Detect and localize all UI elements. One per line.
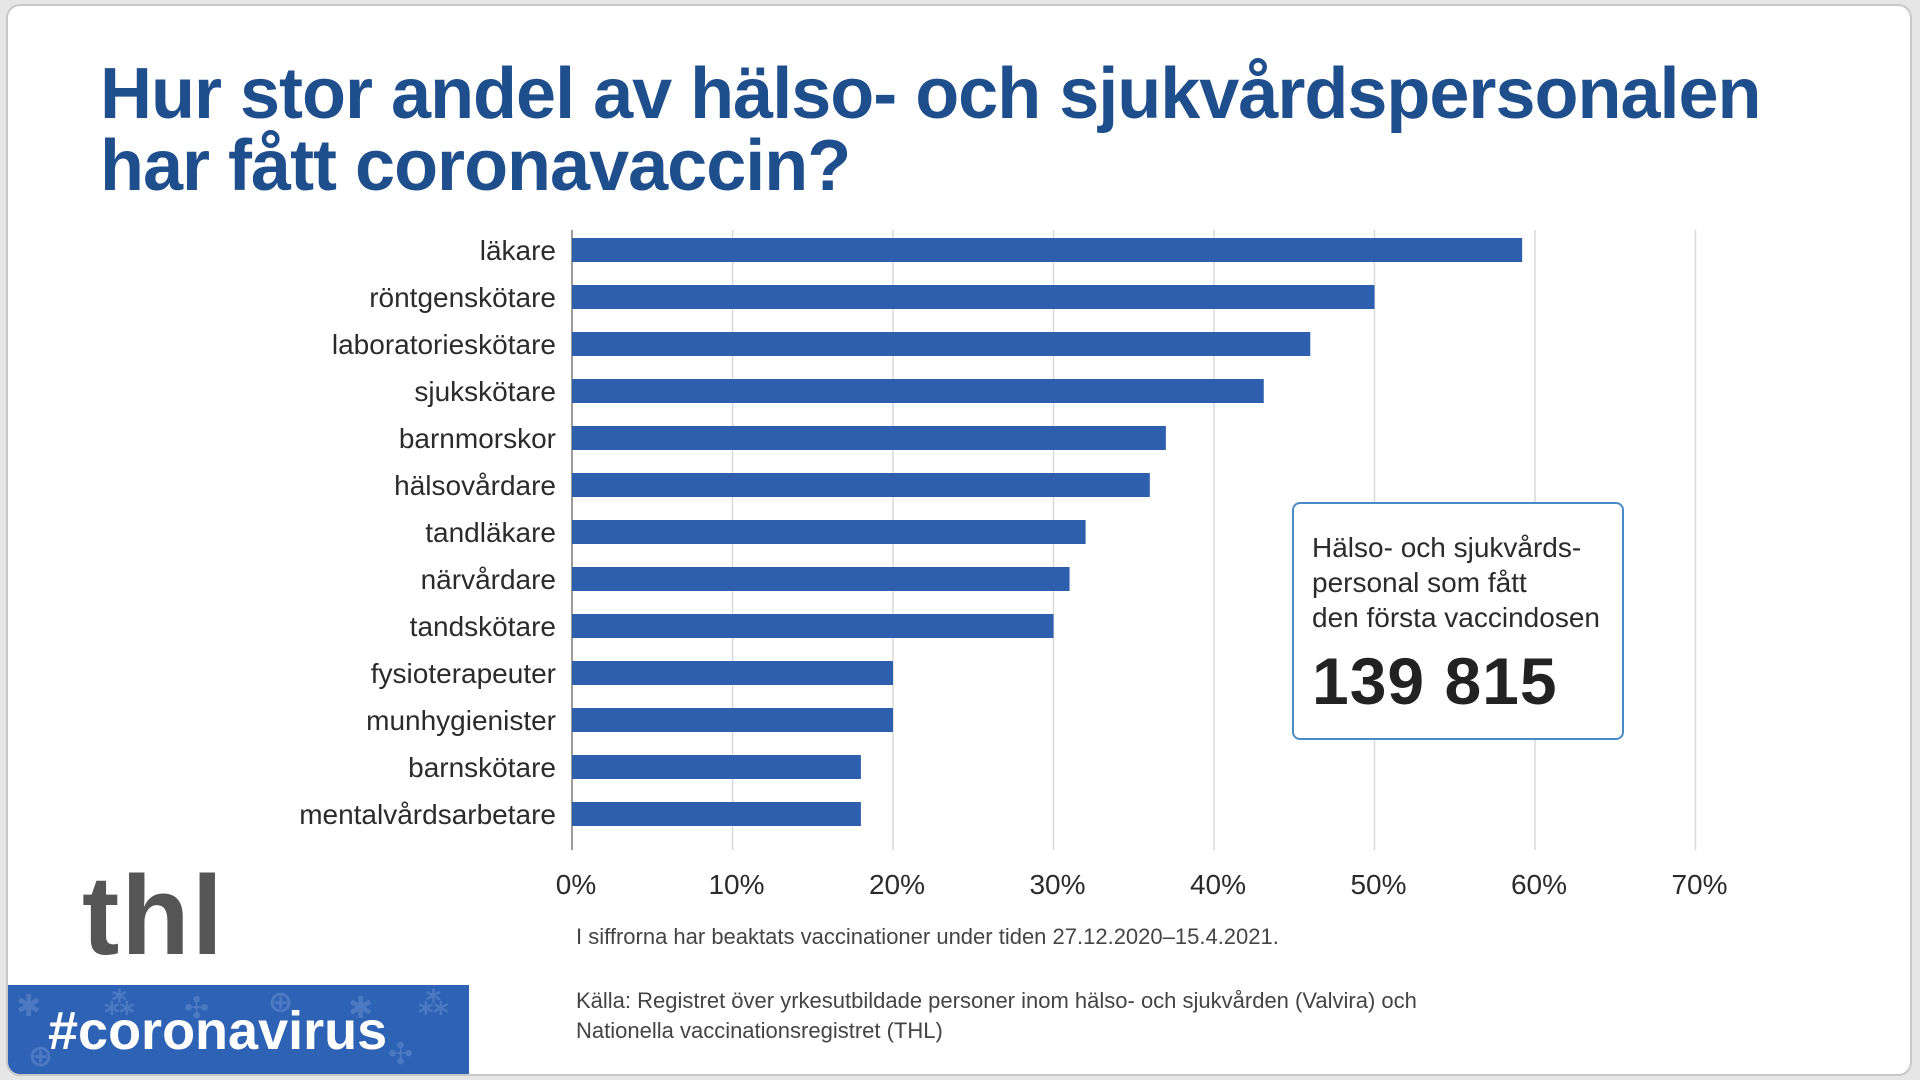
category-label: laboratorieskötare: [332, 329, 556, 360]
category-label: mentalvårdsarbetare: [299, 799, 556, 830]
bar: [572, 802, 861, 826]
source-line-1: Källa: Registret över yrkesutbildade per…: [576, 988, 1417, 1013]
category-label: tandläkare: [425, 517, 556, 548]
x-tick-label: 50%: [1350, 869, 1406, 900]
category-label: sjukskötare: [414, 376, 556, 407]
hashtag-banner: ✱ ⁂ ✣ ⊕ ✱ ⁂ ⊕ ✣ #coronavirus: [8, 985, 469, 1074]
pattern-glyph: ⊕: [28, 1040, 54, 1073]
vaccinated-total-box: Hälso- och sjukvårds- personal som fått …: [1292, 502, 1624, 740]
category-label: fysioterapeuter: [371, 658, 556, 689]
bar: [572, 567, 1070, 591]
bar: [572, 755, 861, 779]
page-title: Hur stor andel av hälso- och sjukvårdspe…: [100, 58, 1800, 202]
pattern-glyph: ✣: [184, 992, 210, 1025]
x-tick-label: 20%: [869, 869, 925, 900]
x-tick-label: 0%: [556, 869, 596, 900]
category-label: barnskötare: [408, 752, 556, 783]
bar: [572, 238, 1523, 262]
vaccinated-total-number: 139 815: [1312, 644, 1558, 718]
bar: [572, 473, 1150, 497]
footnote: I siffrorna har beaktats vaccinationer u…: [576, 924, 1279, 949]
bar: [572, 708, 893, 732]
infographic-card: Hur stor andel av hälso- och sjukvårdspe…: [6, 4, 1912, 1076]
infobox-line-2: personal som fått: [1312, 567, 1527, 598]
category-label: närvårdare: [421, 564, 556, 595]
x-tick-label: 60%: [1511, 869, 1567, 900]
pattern-glyph: ✱: [16, 990, 42, 1023]
bar: [572, 520, 1086, 544]
title-line-1: Hur stor andel av hälso- och sjukvårdspe…: [100, 54, 1762, 134]
bar: [572, 379, 1264, 403]
pattern-glyph: ✣: [388, 1038, 414, 1071]
x-tick-label: 70%: [1671, 869, 1727, 900]
pattern-glyph: ✱: [348, 992, 374, 1025]
pattern-glyph: ⊕: [268, 986, 294, 1019]
category-label: barnmorskor: [399, 423, 556, 454]
category-label: munhygienister: [366, 705, 556, 736]
banner-pattern: ✱ ⁂ ✣ ⊕ ✱ ⁂ ⊕ ✣: [8, 985, 469, 1074]
category-label: röntgenskötare: [369, 282, 556, 313]
title-line-2: har fått coronavaccin?: [100, 126, 851, 206]
category-label: hälsovårdare: [394, 470, 556, 501]
source-line-2: Nationella vaccinationsregistret (THL): [576, 1018, 943, 1043]
x-tick-label: 40%: [1190, 869, 1246, 900]
bar: [572, 661, 893, 685]
x-tick-label: 10%: [708, 869, 764, 900]
infobox-line-1: Hälso- och sjukvårds-: [1312, 532, 1582, 563]
category-label: tandskötare: [410, 611, 556, 642]
x-tick-label: 30%: [1029, 869, 1085, 900]
bar: [572, 285, 1375, 309]
bar: [572, 426, 1166, 450]
infobox-line-3: den första vaccindosen: [1312, 602, 1600, 633]
pattern-glyph: ⁂: [418, 988, 449, 1021]
bar: [572, 614, 1054, 638]
category-label: läkare: [480, 235, 556, 266]
thl-logo: thl: [82, 853, 225, 978]
source-note: Källa: Registret över yrkesutbildade per…: [576, 986, 1417, 1046]
hashtag-label: #coronavirus: [48, 1001, 388, 1061]
bar-chart: 0% 10% 20% 30% 40% 50% 60% 70% läkare röntgensköt…: [299, 230, 1728, 900]
pattern-glyph: ⁂: [104, 988, 135, 1021]
bar: [572, 332, 1311, 356]
